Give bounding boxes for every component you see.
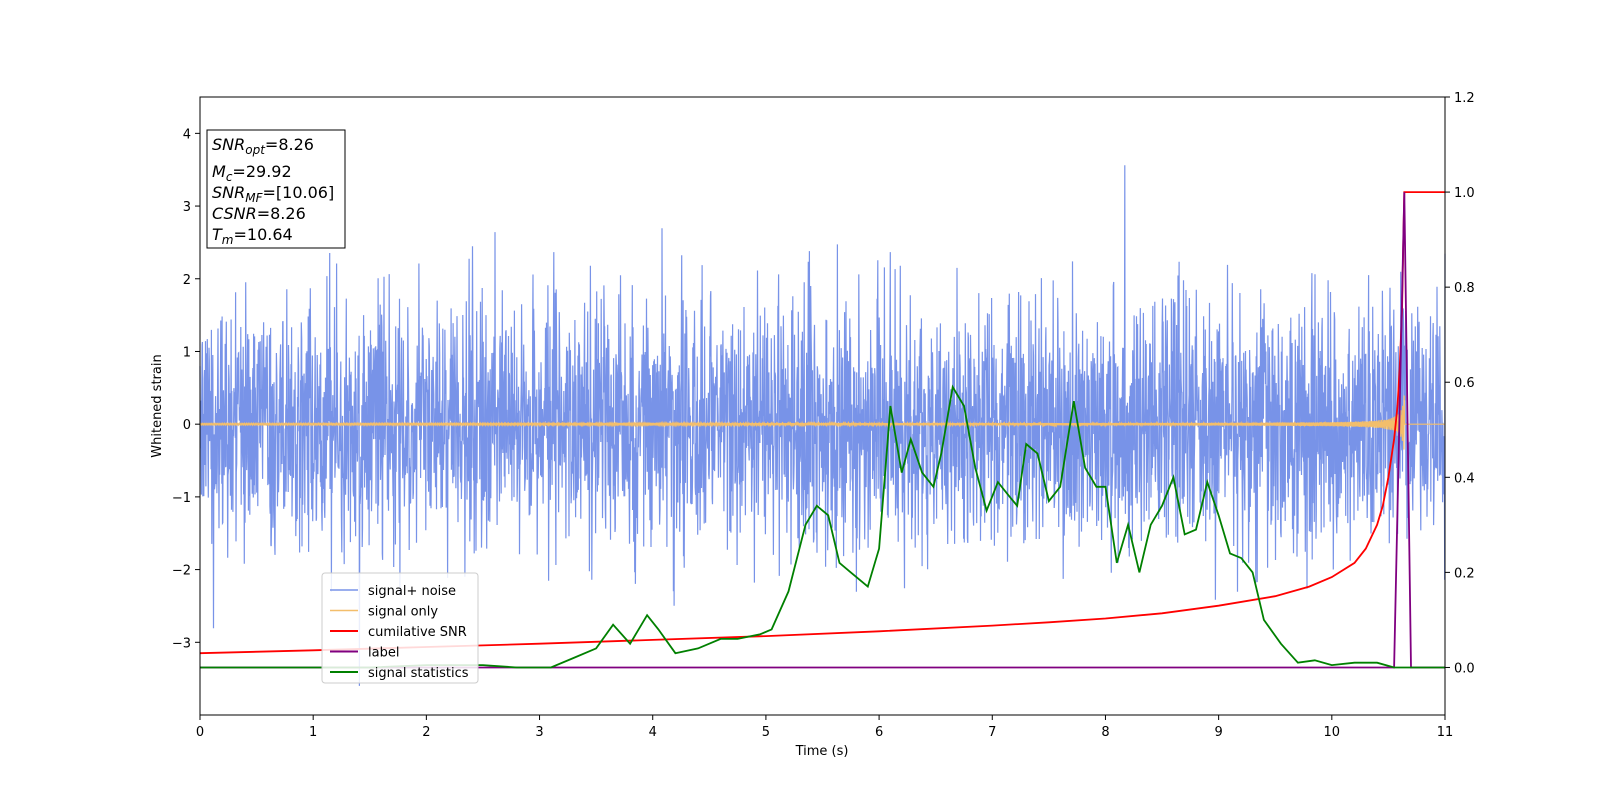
legend: signal+ noise signal only cumilative SNR la… [321,572,479,684]
cumulative-snr-series [199,191,1445,655]
x-tick-label: 7 [988,725,996,740]
y-tick-label: 2 [183,273,191,288]
x-tick-label: 8 [1101,725,1109,740]
x-tick-label: 6 [875,725,883,740]
x-tick-label: 4 [649,725,657,740]
legend-entry: label [368,646,399,661]
x-tick-label: 9 [1214,725,1222,740]
legend-entry: signal+ noise [368,584,456,599]
legend-entry: signal only [368,605,438,620]
y-axis-label: Whitened strain [150,354,165,457]
signal-only-line [199,395,1445,450]
annotation-line: SNRMF=[10.06] [212,183,334,205]
annotation-line: Mc=29.92 [212,162,292,184]
annotation-line: CSNR=8.26 [212,204,306,223]
annotation-line: SNRopt=8.26 [212,135,314,157]
plot-frame [199,96,1446,716]
annotation-line: Tm=10.64 [212,225,293,247]
y-tick-label: 0 [183,418,191,433]
x-tick-label: 1 [309,725,317,740]
y2-tick-label: 0.8 [1454,281,1475,296]
y-tick-label: −1 [172,491,191,506]
legend-entry: cumilative SNR [368,625,467,640]
x-tick-label: 11 [1437,725,1454,740]
x-tick-label: 10 [1324,725,1341,740]
x-tick-label: 5 [762,725,770,740]
y2-tick-label: 0.0 [1454,661,1475,676]
y-axis-ticks: −3 −2 −1 0 1 2 3 4 [172,127,200,651]
x-tick-label: 0 [196,725,204,740]
y2-tick-label: 1.2 [1454,91,1475,106]
x-tick-label: 2 [422,725,430,740]
y-tick-label: 1 [183,345,191,360]
signal-noise-line [199,165,1446,686]
signal-statistics-line [200,384,1445,669]
y2-tick-label: 1.0 [1454,186,1475,201]
y2-tick-label: 0.2 [1454,566,1475,581]
signal-only-series [199,395,1445,450]
y2-tick-label: 0.4 [1454,471,1475,486]
y-tick-label: 4 [183,127,191,142]
x-axis-ticks: 0 1 2 3 4 5 6 7 8 9 10 11 [196,715,1453,740]
legend-entry: signal statistics [368,666,469,681]
y2-axis-ticks: 0.0 0.2 0.4 0.6 0.8 1.0 1.2 [1445,91,1475,676]
y-tick-label: 3 [183,200,191,215]
x-tick-label: 3 [535,725,543,740]
y-tick-label: −3 [172,636,191,651]
annotation-box: SNRopt=8.26 Mc=29.92SNRMF=[10.06]CSNR=8.2… [206,129,346,249]
y2-tick-label: 0.6 [1454,376,1475,391]
signal-noise-series [199,165,1446,686]
cumulative-snr-line [199,191,1445,655]
x-axis-label: Time (s) [795,744,849,759]
y-tick-label: −2 [172,564,191,579]
signal-statistics-series [200,384,1445,669]
